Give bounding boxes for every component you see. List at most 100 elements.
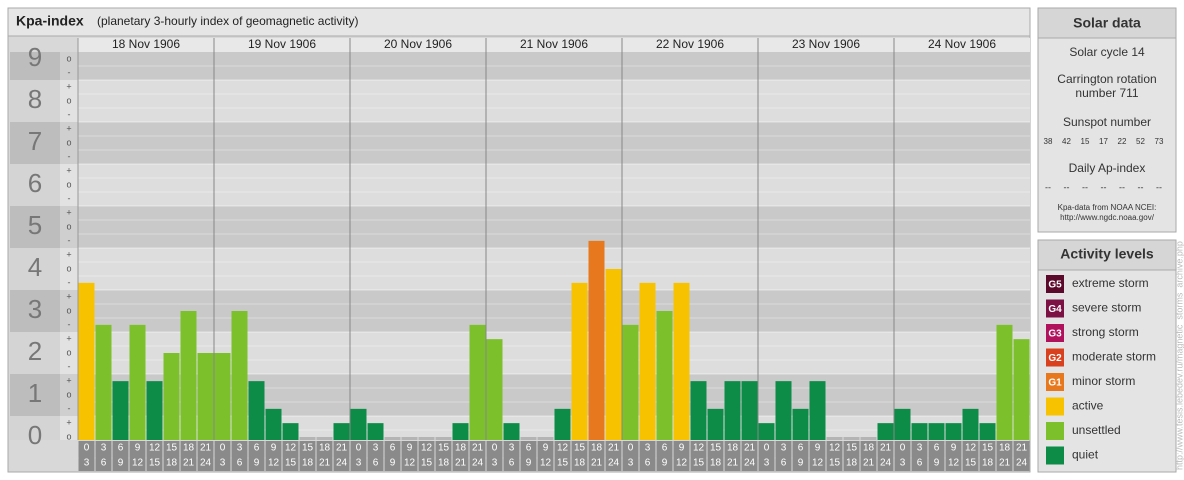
interval-box [265, 441, 282, 471]
sub-tick-label: + [66, 249, 71, 259]
interval-box [962, 441, 979, 471]
sub-label-band [60, 416, 78, 440]
bar [554, 408, 571, 440]
y-label-band [10, 416, 60, 440]
bar [299, 437, 316, 440]
interval-start: 15 [574, 443, 586, 454]
interval-box [1013, 441, 1030, 471]
interval-start: 0 [220, 443, 226, 454]
bar [775, 381, 792, 440]
interval-end: 24 [744, 458, 756, 469]
sub-tick-label: - [68, 361, 71, 371]
date-header [78, 38, 1030, 52]
sub-label-band [60, 206, 78, 248]
date-label: 23 Nov 1906 [792, 37, 860, 51]
sub-tick-label: o [66, 221, 71, 231]
bar [537, 437, 554, 440]
sub-tick-label: o [66, 179, 71, 189]
interval-box [945, 441, 962, 471]
interval-start: 18 [319, 443, 331, 454]
y-tick-label: 7 [28, 126, 42, 156]
sub-tick-label: + [66, 417, 71, 427]
interval-box [656, 441, 673, 471]
bar [571, 282, 588, 440]
interval-end: 21 [455, 458, 467, 469]
sub-label-band [60, 52, 78, 80]
bar [860, 437, 877, 440]
bar [724, 381, 741, 440]
interval-box [231, 441, 248, 471]
interval-start: 6 [526, 443, 532, 454]
interval-end: 12 [404, 458, 416, 469]
ap-title: Daily Ap-index [1069, 161, 1146, 175]
bar [979, 423, 996, 440]
bar [180, 311, 197, 440]
interval-box [486, 441, 503, 471]
interval-start: 21 [472, 443, 484, 454]
interval-end: 24 [608, 458, 620, 469]
legend-label: active [1072, 399, 1104, 413]
interval-start: 3 [101, 443, 107, 454]
bar [520, 437, 537, 440]
interval-start: 3 [373, 443, 379, 454]
bar [741, 381, 758, 440]
interval-box [129, 441, 146, 471]
interval-box [146, 441, 163, 471]
interval-box [163, 441, 180, 471]
interval-start: 21 [1016, 443, 1028, 454]
interval-end: 15 [149, 458, 161, 469]
interval-box [843, 441, 860, 471]
chart-title: Kpa-index [16, 13, 84, 29]
interval-end: 6 [509, 458, 515, 469]
band [78, 52, 1030, 80]
interval-box [333, 441, 350, 471]
legend-swatch [1046, 373, 1064, 391]
bar [469, 324, 486, 440]
legend-swatch [1046, 324, 1064, 342]
date-label: 24 Nov 1906 [928, 37, 996, 51]
interval-box [758, 441, 775, 471]
interval-box [979, 441, 996, 471]
legend-swatch [1046, 348, 1064, 367]
solar-title: Solar data [1073, 15, 1141, 31]
interval-start: 3 [645, 443, 651, 454]
interval-start: 0 [628, 443, 634, 454]
interval-box [792, 441, 809, 471]
interval-start: 21 [744, 443, 756, 454]
bar [503, 423, 520, 440]
interval-box [928, 441, 945, 471]
interval-end: 12 [540, 458, 552, 469]
bar [146, 381, 163, 440]
interval-start: 3 [917, 443, 923, 454]
interval-box [401, 441, 418, 471]
sub-tick-label: + [66, 375, 71, 385]
chart-subtitle: (planetary 3-hourly index of geomagnetic… [97, 14, 358, 28]
interval-box [911, 441, 928, 471]
bar [282, 423, 299, 440]
interval-box [605, 441, 622, 471]
bar [656, 311, 673, 440]
sub-tick-label: + [66, 81, 71, 91]
interval-end: 15 [557, 458, 569, 469]
interval-start: 21 [608, 443, 620, 454]
sub-label-band [60, 374, 78, 416]
y-tick-label: 0 [28, 420, 42, 450]
interval-box [95, 441, 112, 471]
interval-end: 15 [965, 458, 977, 469]
interval-end: 3 [220, 458, 226, 469]
interval-box [741, 441, 758, 471]
legend-swatch [1046, 446, 1064, 465]
interval-start: 18 [863, 443, 875, 454]
interval-start: 18 [591, 443, 603, 454]
interval-box [418, 441, 435, 471]
ap-value: -- [1138, 182, 1144, 192]
date-label: 21 Nov 1906 [520, 37, 588, 51]
title-bar [7, 7, 1031, 37]
bar [163, 353, 180, 440]
interval-end: 6 [373, 458, 379, 469]
interval-start: 3 [509, 443, 515, 454]
sub-tick-label: + [66, 291, 71, 301]
interval-start: 12 [693, 443, 705, 454]
interval-end: 3 [356, 458, 362, 469]
interval-start: 6 [934, 443, 940, 454]
